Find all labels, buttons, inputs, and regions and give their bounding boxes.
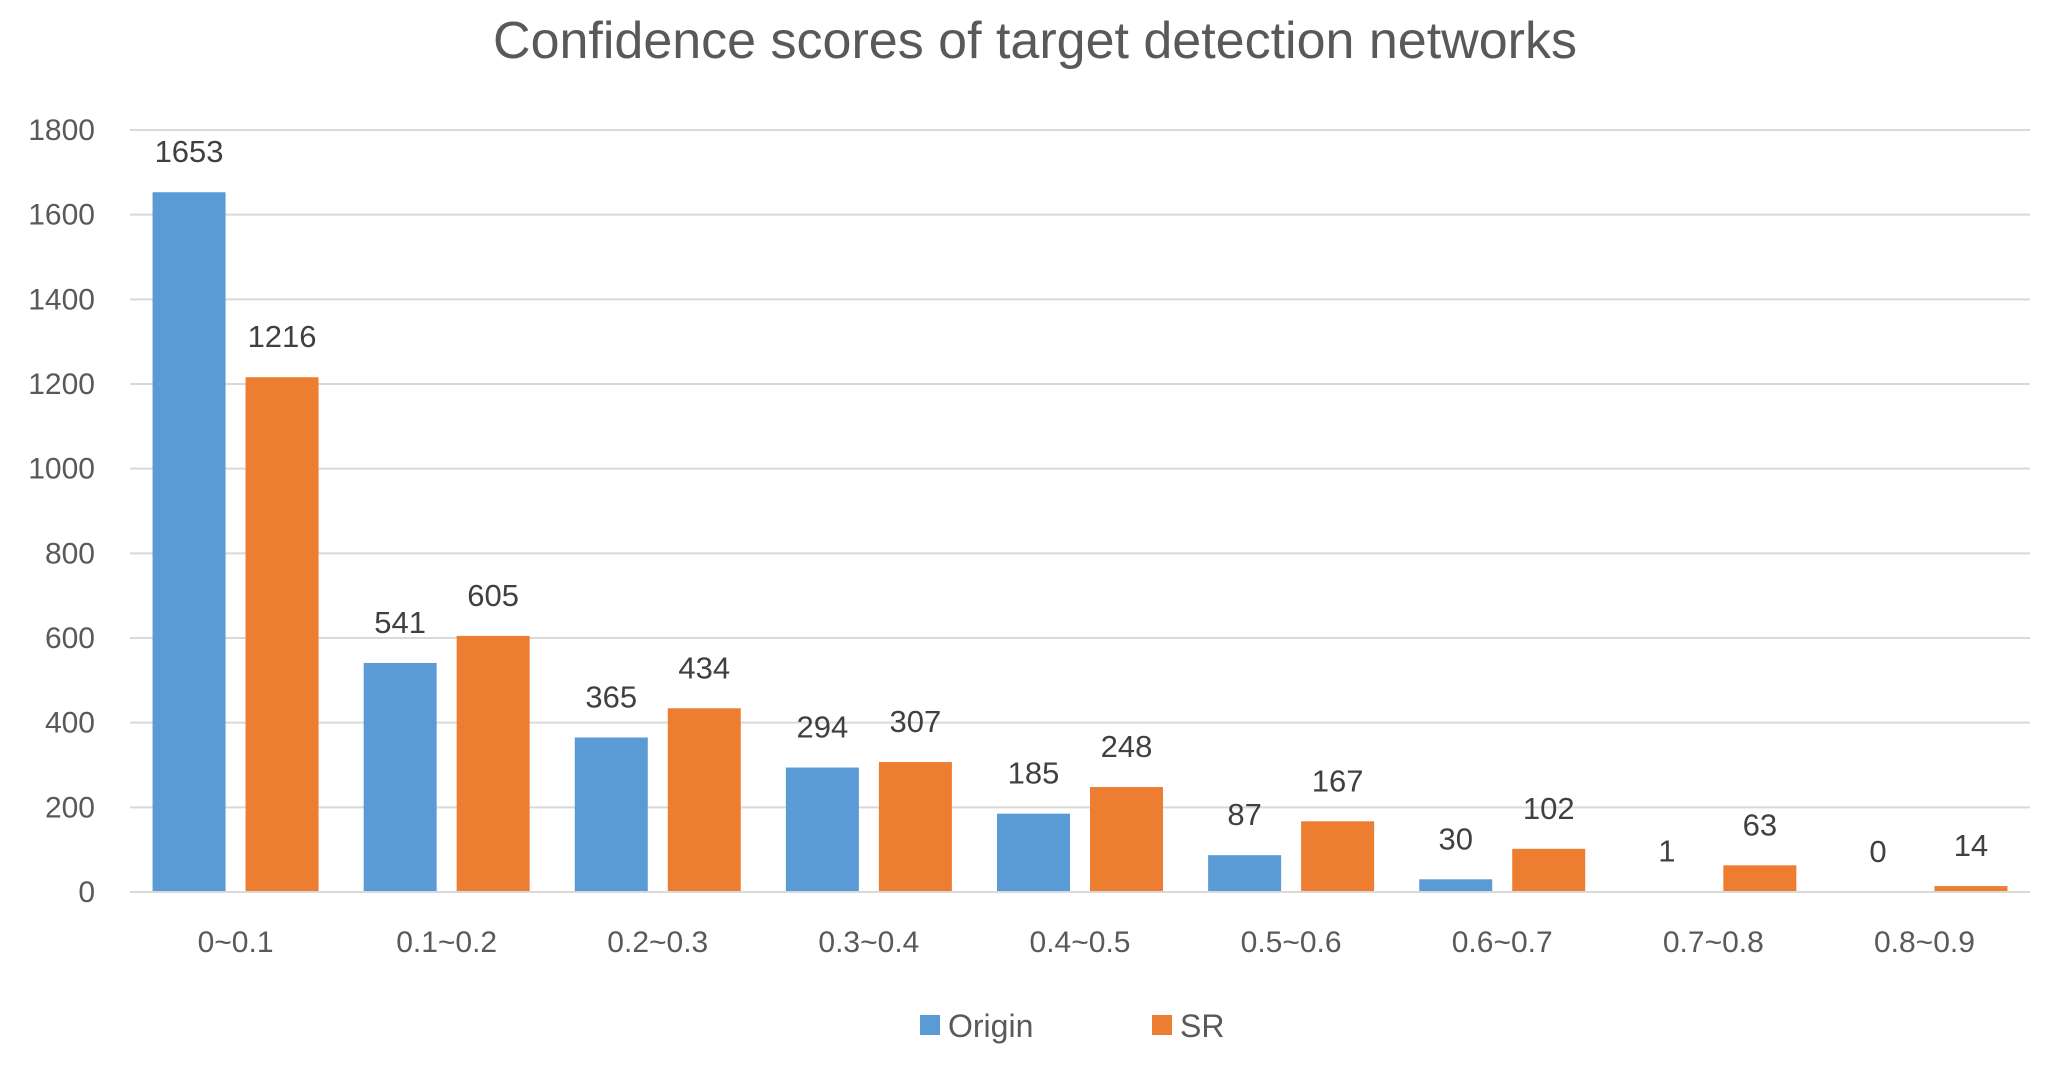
x-tick-label: 0.5~0.6 xyxy=(1241,926,1342,959)
legend: Origin SR xyxy=(920,1008,1224,1044)
bar-origin-1 xyxy=(363,662,437,892)
bar-sr-7 xyxy=(1723,865,1797,892)
x-tick-label: 0.4~0.5 xyxy=(1030,926,1131,959)
bar-sr-5 xyxy=(1301,821,1375,892)
bar-origin-3 xyxy=(785,767,859,892)
data-label-origin-5: 87 xyxy=(1227,797,1261,832)
x-tick-label: 0.6~0.7 xyxy=(1452,926,1553,959)
data-label-sr-7: 63 xyxy=(1743,807,1777,842)
data-label-origin-1: 541 xyxy=(374,605,426,640)
bar-sr-6 xyxy=(1512,848,1586,892)
data-label-origin-0: 1653 xyxy=(155,134,224,169)
bar-sr-3 xyxy=(878,762,952,892)
y-tick-label: 200 xyxy=(45,791,95,824)
data-label-sr-6: 102 xyxy=(1523,791,1575,826)
bar-sr-8 xyxy=(1934,886,2008,892)
chart-title: Confidence scores of target detection ne… xyxy=(493,12,1577,70)
x-tick-label: 0.8~0.9 xyxy=(1874,926,1975,959)
data-label-sr-4: 248 xyxy=(1101,729,1153,764)
data-label-origin-2: 365 xyxy=(585,679,637,714)
data-label-sr-5: 167 xyxy=(1312,763,1364,798)
x-tick-label: 0.2~0.3 xyxy=(607,926,708,959)
bar-sr-0 xyxy=(245,377,319,892)
y-tick-label: 800 xyxy=(45,537,95,570)
data-label-sr-1: 605 xyxy=(467,578,519,613)
bar-sr-1 xyxy=(456,635,530,892)
legend-label-origin: Origin xyxy=(948,1008,1033,1044)
x-tick-label: 0.3~0.4 xyxy=(818,926,919,959)
data-label-sr-0: 1216 xyxy=(248,319,317,354)
legend-label-sr: SR xyxy=(1180,1008,1224,1044)
x-axis-ticks: 0~0.1 0.1~0.2 0.2~0.3 0.3~0.4 0.4~0.5 0.5~0.6… xyxy=(198,926,1975,959)
bar-origin-2 xyxy=(574,737,648,892)
y-tick-label: 1600 xyxy=(28,199,95,232)
bar-origin-4 xyxy=(997,813,1070,892)
legend-swatch-origin xyxy=(920,1015,940,1035)
bar-sr-4 xyxy=(1090,787,1163,892)
y-tick-label: 0 xyxy=(78,876,95,909)
data-label-origin-3: 294 xyxy=(797,710,849,745)
bar-sr-2 xyxy=(667,708,741,892)
y-tick-label: 1800 xyxy=(28,114,95,147)
bar-origin-6 xyxy=(1419,879,1493,892)
data-label-sr-2: 434 xyxy=(678,650,730,685)
y-tick-label: 400 xyxy=(45,707,95,740)
legend-swatch-sr xyxy=(1152,1015,1172,1035)
y-tick-label: 1200 xyxy=(28,368,95,401)
gridlines xyxy=(130,129,2030,809)
y-tick-label: 600 xyxy=(45,622,95,655)
bars xyxy=(152,192,2008,893)
y-tick-label: 1000 xyxy=(28,453,95,486)
data-labels: 1653 1216 541 605 365 434 294 307 185 248 87 167 30 1… xyxy=(155,134,1989,869)
x-tick-label: 0.7~0.8 xyxy=(1663,926,1764,959)
x-tick-label: 0~0.1 xyxy=(198,926,274,959)
data-label-sr-8: 14 xyxy=(1954,828,1988,863)
data-label-sr-3: 307 xyxy=(890,704,942,739)
data-label-origin-8: 0 xyxy=(1869,834,1886,869)
x-tick-label: 0.1~0.2 xyxy=(396,926,497,959)
data-label-origin-4: 185 xyxy=(1008,756,1060,791)
y-axis-ticks: 0 200 400 600 800 1000 1200 1400 1600 1800 xyxy=(28,114,95,909)
bar-origin-0 xyxy=(152,192,226,893)
data-label-origin-7: 1 xyxy=(1658,834,1675,869)
data-label-origin-6: 30 xyxy=(1438,821,1472,856)
bar-origin-5 xyxy=(1208,855,1282,892)
y-tick-label: 1400 xyxy=(28,283,95,316)
